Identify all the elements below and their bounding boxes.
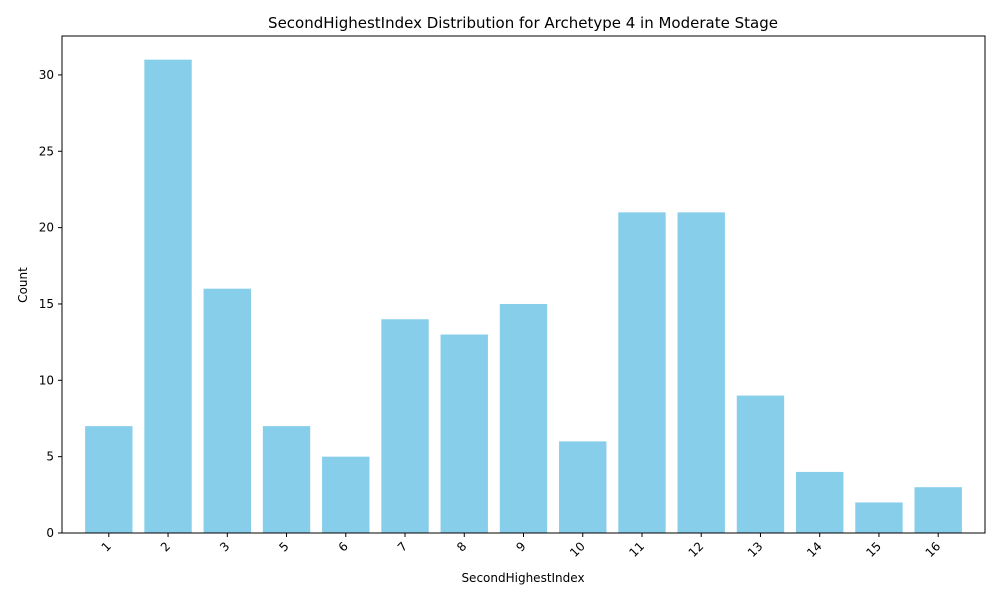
bar-16: [914, 487, 962, 533]
bars-group: [85, 59, 962, 534]
x-tick-label: 14: [804, 539, 825, 560]
x-tick-label: 7: [395, 539, 410, 554]
x-tick-label: 16: [923, 539, 944, 560]
x-tick-label: 10: [567, 539, 588, 560]
bar-6: [322, 456, 370, 533]
y-tick-label: 10: [39, 373, 54, 387]
bar-7: [381, 319, 429, 533]
x-tick-label: 9: [513, 539, 528, 554]
plot-frame: [61, 35, 986, 534]
chart-title: SecondHighestIndex Distribution for Arch…: [268, 14, 778, 32]
y-tick-label: 20: [39, 221, 54, 235]
x-tick-label: 3: [217, 539, 232, 554]
bar-14: [796, 471, 844, 533]
x-tick-label: 12: [686, 539, 707, 560]
x-tick-label: 8: [454, 539, 469, 554]
x-tick-label: 11: [626, 539, 647, 560]
bar-3: [203, 288, 251, 533]
bar-2: [144, 59, 192, 534]
x-tick-label: 15: [863, 539, 884, 560]
bar-9: [499, 303, 548, 533]
bar-15: [855, 502, 903, 533]
bar-1: [85, 426, 133, 533]
x-tick-label: 2: [158, 539, 173, 554]
bar-5: [262, 426, 311, 533]
x-tick-label: 6: [336, 539, 351, 554]
y-axis-title: Count: [16, 267, 30, 303]
x-axis-title: SecondHighestIndex: [461, 571, 584, 585]
y-tick-label: 0: [46, 526, 54, 540]
bar-10: [559, 441, 607, 533]
bar-11: [618, 212, 666, 533]
bar-8: [440, 334, 488, 533]
y-axis-ticks: 0 5 10 15 20 25 30: [39, 68, 62, 540]
x-tick-label: 1: [99, 539, 114, 554]
y-tick-label: 25: [39, 144, 54, 158]
x-tick-label: 13: [745, 539, 766, 560]
y-tick-label: 30: [39, 68, 54, 82]
y-tick-label: 5: [46, 450, 54, 464]
x-axis-ticks: 1 2 3 5 6 7 8 9 10 11 12 13 14 15 16: [99, 533, 944, 560]
bar-13: [736, 395, 785, 533]
bar-12: [677, 212, 725, 533]
x-tick-label: 5: [276, 539, 291, 554]
y-tick-label: 15: [39, 297, 54, 311]
